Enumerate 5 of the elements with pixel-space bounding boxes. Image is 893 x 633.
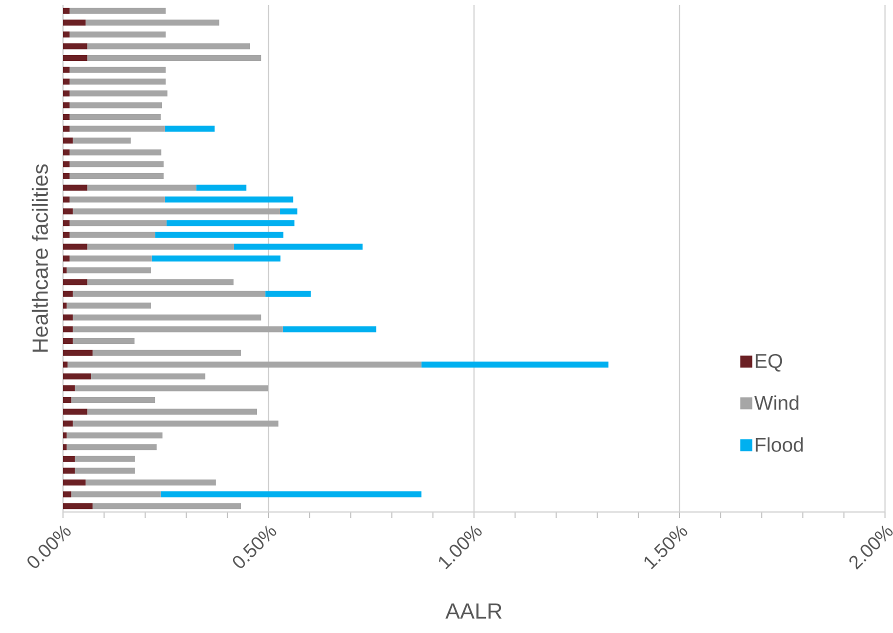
legend-label: Flood (756, 437, 803, 452)
legend-label: Wind (754, 395, 798, 410)
y-axis-title: Healthcare facilities (32, 164, 48, 352)
legend-label: EQ (756, 354, 782, 372)
x-axis-title: AALR (445, 604, 502, 619)
